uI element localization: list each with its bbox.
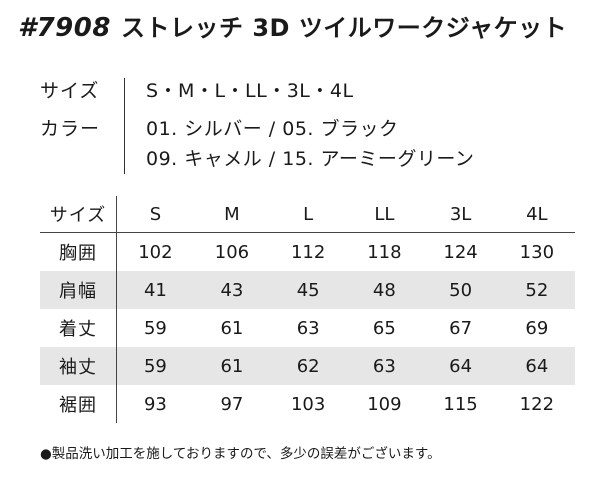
spec-divider xyxy=(124,78,125,174)
row-label-shoulder: 肩幅 xyxy=(40,271,117,309)
table-cell: 102 xyxy=(138,241,173,263)
table-cell: 118 xyxy=(367,241,402,263)
table-cell: 64 xyxy=(422,347,499,385)
size-table: サイズ S M L LL 3L 4L 胸囲 102 106 112 118 12… xyxy=(40,196,575,423)
size-header-cell: LL xyxy=(374,203,395,225)
color-label: カラー xyxy=(40,118,101,140)
row-label-chest: 胸囲 xyxy=(40,232,117,271)
size-header-cell: L xyxy=(303,203,314,225)
table-row: 袖丈 59 61 62 63 64 64 xyxy=(40,347,575,385)
table-row: 肩幅 41 43 45 48 50 52 xyxy=(40,271,575,309)
table-cell: 97 xyxy=(220,393,244,415)
table-cell: 59 xyxy=(143,317,167,339)
table-cell: 43 xyxy=(193,271,271,309)
size-list: S・M・L・LL・3L・4L xyxy=(146,80,354,102)
size-header-cell: 3L xyxy=(449,203,472,225)
product-number: #7908 xyxy=(18,13,111,43)
table-cell: 124 xyxy=(443,241,478,263)
table-cell: 63 xyxy=(346,347,423,385)
color-list-line1: 01. シルバー / 05. ブラック xyxy=(146,118,399,140)
table-cell: 103 xyxy=(290,393,326,415)
table-cell: 115 xyxy=(443,393,478,415)
table-cell: 41 xyxy=(116,271,194,309)
table-row: 胸囲 102 106 112 118 124 130 xyxy=(40,232,575,271)
table-cell: 112 xyxy=(290,241,326,263)
table-row: 裾囲 93 97 103 109 115 122 xyxy=(40,385,575,423)
table-cell: 61 xyxy=(193,347,271,385)
size-header-row: サイズ S M L LL 3L 4L xyxy=(40,196,575,233)
row-label-hem: 裾囲 xyxy=(40,385,117,423)
table-cell: 109 xyxy=(367,393,402,415)
table-cell: 64 xyxy=(498,347,575,385)
table-cell: 122 xyxy=(519,393,555,415)
size-header-corner: サイズ xyxy=(40,196,117,233)
table-cell: 65 xyxy=(372,317,396,339)
table-cell: 130 xyxy=(519,241,555,263)
row-label-length: 着丈 xyxy=(40,309,117,347)
table-cell: 52 xyxy=(498,271,575,309)
table-cell: 106 xyxy=(214,241,250,263)
table-cell: 93 xyxy=(143,393,167,415)
table-row: 着丈 59 61 63 65 67 69 xyxy=(40,309,575,347)
row-label-sleeve: 袖丈 xyxy=(40,347,117,385)
color-list-line2: 09. キャメル / 15. アーミーグリーン xyxy=(146,148,475,170)
table-cell: 50 xyxy=(422,271,499,309)
table-cell: 63 xyxy=(296,317,320,339)
table-cell: 62 xyxy=(270,347,347,385)
size-header-cell: S xyxy=(149,203,162,225)
table-cell: 61 xyxy=(220,317,244,339)
table-cell: 48 xyxy=(346,271,423,309)
product-name: ストレッチ 3D ツイルワークジャケット xyxy=(120,14,568,42)
footnote: ●製品洗い加工を施しておりますので、多少の誤差がございます。 xyxy=(40,446,441,462)
product-title: #7908 ストレッチ 3D ツイルワークジャケット xyxy=(18,8,567,43)
table-cell: 69 xyxy=(525,317,549,339)
size-label: サイズ xyxy=(40,80,100,102)
size-header-cell: M xyxy=(224,203,240,225)
table-cell: 59 xyxy=(116,347,194,385)
table-cell: 67 xyxy=(449,317,473,339)
size-header-cell: 4L xyxy=(526,203,548,225)
table-cell: 45 xyxy=(270,271,347,309)
